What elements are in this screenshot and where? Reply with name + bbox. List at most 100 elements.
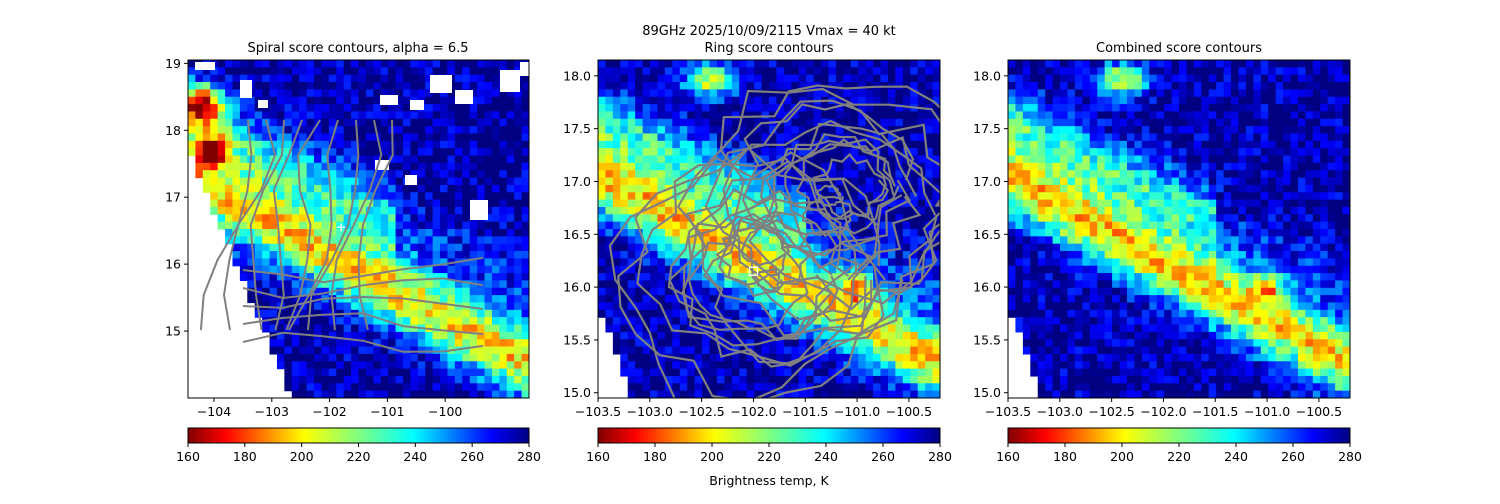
heatmap-cell [710,347,718,355]
heatmap-cell [851,75,859,83]
heatmap-cell [620,104,628,112]
heatmap-cell [1253,178,1261,186]
heatmap-cell [307,97,315,105]
heatmap-cell [672,163,680,171]
heatmap-cell [1142,156,1150,164]
heatmap-cell [188,75,196,83]
heatmap-cell [1067,111,1075,119]
heatmap-cell [1343,156,1351,164]
heatmap-cell [1053,156,1061,164]
heatmap-cell [292,258,300,266]
heatmap-cell [1320,111,1328,119]
heatmap-cell [403,82,411,90]
heatmap-cell [1246,170,1254,178]
heatmap-cell [433,104,441,112]
heatmap-cell [329,156,337,164]
heatmap-cell [843,75,851,83]
heatmap-cell [657,207,665,215]
heatmap-cell [1067,200,1075,208]
heatmap-cell [1209,97,1217,105]
heatmap-cell [447,369,455,377]
heatmap-cell [1067,75,1075,83]
heatmap-cell [918,295,926,303]
heatmap-cell [672,339,680,347]
heatmap-cell [895,97,903,105]
heatmap-cell [462,207,470,215]
heatmap-cell [388,244,396,252]
heatmap-cell [1179,60,1187,68]
heatmap-cell [440,170,448,178]
heatmap-cell [628,163,636,171]
heatmap-cell [225,222,233,230]
heatmap-cell [605,200,613,208]
heatmap-cell [514,222,522,230]
heatmap-cell [605,111,613,119]
heatmap-cell [724,97,732,105]
heatmap-cell [1172,75,1180,83]
heatmap-cell [1067,133,1075,141]
heatmap-cell [732,391,740,399]
heatmap-cell [462,222,470,230]
heatmap-cell [433,111,441,119]
heatmap-cell [1276,185,1284,193]
heatmap-cell [329,111,337,119]
heatmap-cell [821,156,829,164]
heatmap-cell [366,163,374,171]
heatmap-cell [643,222,651,230]
heatmap-cell [702,89,710,97]
heatmap-cell [410,258,418,266]
heatmap-cell [366,89,374,97]
heatmap-cell [695,273,703,281]
heatmap-cell [492,170,500,178]
heatmap-cell [1015,75,1023,83]
heatmap-cell [739,361,747,369]
heatmap-cell [814,391,822,399]
heatmap-cell [1067,67,1075,75]
heatmap-cell [366,302,374,310]
heatmap-cell [410,391,418,399]
heatmap-cell [262,82,270,90]
heatmap-cell [895,369,903,377]
heatmap-cell [747,332,755,340]
heatmap-cell [462,126,470,134]
heatmap-cell [1268,126,1276,134]
x-tick-label: −104 [197,404,231,419]
heatmap-cell [336,67,344,75]
heatmap-cell [657,391,665,399]
heatmap-cell [292,347,300,355]
heatmap-cell [1283,89,1291,97]
heatmap-cell [1298,133,1306,141]
heatmap-cell [843,376,851,384]
heatmap-cell [1179,170,1187,178]
heatmap-cell [1030,148,1038,156]
heatmap-cell [643,391,651,399]
heatmap-cell [292,244,300,252]
heatmap-cell [1157,60,1165,68]
heatmap-cell [903,222,911,230]
heatmap-cell [635,89,643,97]
heatmap-cell [507,126,515,134]
heatmap-cell [188,97,196,105]
heatmap-cell [635,148,643,156]
heatmap-cell [440,244,448,252]
heatmap-cell [299,376,307,384]
heatmap-cell [344,104,352,112]
heatmap-cell [1120,126,1128,134]
heatmap-cell [1090,75,1098,83]
heatmap-cell [455,251,463,259]
heatmap-cell [1224,163,1232,171]
heatmap-cell [650,258,658,266]
heatmap-cell [799,75,807,83]
heatmap-cell [477,178,485,186]
heatmap-cell [203,141,211,149]
heatmap-cell [1060,75,1068,83]
heatmap-cell [210,97,218,105]
heatmap-cell [314,347,322,355]
heatmap-cell [403,288,411,296]
heatmap-cell [1149,67,1157,75]
heatmap-cell [351,391,359,399]
heatmap-cell [933,266,941,274]
heatmap-cell [418,258,426,266]
heatmap-cell [1105,82,1113,90]
heatmap-cell [485,75,493,83]
